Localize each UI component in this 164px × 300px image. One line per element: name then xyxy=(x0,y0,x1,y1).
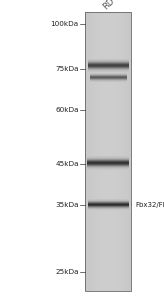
Bar xyxy=(86,12,87,291)
Bar xyxy=(121,12,122,291)
Bar xyxy=(129,12,130,291)
Bar xyxy=(130,12,131,291)
Bar xyxy=(98,12,99,291)
Bar xyxy=(118,12,119,291)
Bar xyxy=(104,12,105,291)
Bar xyxy=(88,12,89,291)
Bar xyxy=(96,12,97,291)
Bar xyxy=(105,12,106,291)
Bar xyxy=(112,12,113,291)
Bar xyxy=(121,12,122,291)
Bar xyxy=(101,12,102,291)
Bar xyxy=(127,12,128,291)
Bar xyxy=(115,12,116,291)
Bar xyxy=(109,12,110,291)
Bar xyxy=(120,12,121,291)
Bar xyxy=(123,12,124,291)
Bar xyxy=(128,12,129,291)
Bar xyxy=(102,12,103,291)
Text: 60kDa: 60kDa xyxy=(55,106,79,112)
Bar xyxy=(119,12,120,291)
Bar xyxy=(100,12,101,291)
Text: 45kDa: 45kDa xyxy=(55,160,79,166)
Bar xyxy=(122,12,123,291)
Bar xyxy=(91,12,92,291)
Text: 75kDa: 75kDa xyxy=(55,66,79,72)
Bar xyxy=(95,12,96,291)
Bar xyxy=(85,12,86,291)
Bar xyxy=(111,12,112,291)
Bar xyxy=(93,12,94,291)
Bar xyxy=(110,12,111,291)
Bar xyxy=(92,12,93,291)
Bar xyxy=(106,12,107,291)
Bar xyxy=(98,12,99,291)
Bar xyxy=(97,12,98,291)
Bar xyxy=(90,12,91,291)
Bar xyxy=(125,12,126,291)
Bar xyxy=(117,12,118,291)
Bar xyxy=(85,12,131,291)
Text: 100kDa: 100kDa xyxy=(51,21,79,27)
Bar xyxy=(87,12,88,291)
Bar xyxy=(94,12,95,291)
Text: 35kDa: 35kDa xyxy=(55,202,79,208)
Bar xyxy=(108,12,109,291)
Bar xyxy=(113,12,114,291)
Text: 25kDa: 25kDa xyxy=(55,268,79,274)
Bar xyxy=(124,12,125,291)
Bar xyxy=(89,12,90,291)
Bar xyxy=(99,12,100,291)
Text: Fbx32/FBOX32: Fbx32/FBOX32 xyxy=(135,202,164,208)
Bar xyxy=(126,12,127,291)
Bar xyxy=(114,12,115,291)
Bar xyxy=(116,12,117,291)
Text: RD: RD xyxy=(101,0,116,11)
Bar xyxy=(103,12,104,291)
Bar xyxy=(107,12,108,291)
